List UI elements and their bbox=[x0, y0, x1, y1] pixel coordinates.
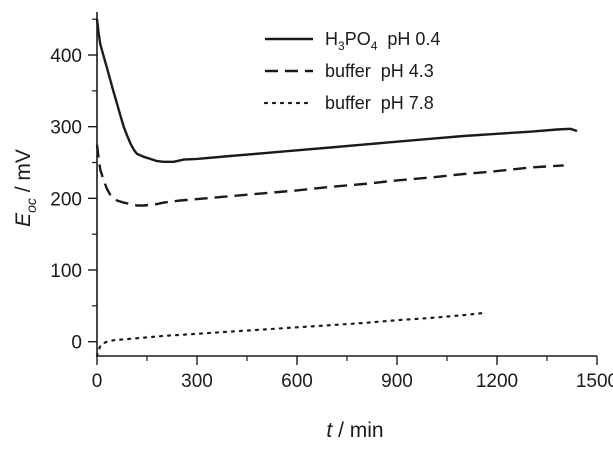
legend-label-1: H3PO4 pH 0.4 bbox=[325, 29, 440, 53]
legend: H3PO4 pH 0.4 buffer pH 4.3 buffer pH 7.8 bbox=[263, 29, 440, 113]
x-axis-label: t / min bbox=[326, 419, 383, 442]
y-axis-unit: / mV bbox=[12, 149, 35, 198]
y-tick-label: 200 bbox=[50, 189, 82, 210]
x-tick-label: 1200 bbox=[476, 371, 518, 392]
x-axis-unit: / min bbox=[332, 419, 383, 442]
plot-series bbox=[95, 19, 578, 358]
axes-layer: 0 300 600 900 1200 1500 0 100 200 300 400 bbox=[50, 12, 613, 392]
legend-label-part: PO bbox=[345, 29, 371, 49]
x-tick-label: 0 bbox=[92, 371, 103, 392]
y-tick-label: 100 bbox=[50, 261, 82, 282]
legend-label-part: 3 bbox=[338, 39, 345, 53]
legend-label-part: buffer pH 7.8 bbox=[325, 93, 434, 113]
series-line-3 bbox=[95, 311, 485, 358]
x-tick-label: 300 bbox=[181, 371, 213, 392]
series-line-1 bbox=[95, 19, 578, 164]
legend-label-2: buffer pH 4.3 bbox=[325, 61, 434, 81]
y-axis-label: Eoc / mV bbox=[12, 149, 39, 227]
legend-label-3: buffer pH 7.8 bbox=[325, 93, 434, 113]
legend-label-part: H bbox=[325, 29, 338, 49]
y-tick-label: 300 bbox=[50, 118, 82, 139]
x-axis-symbol: t bbox=[326, 419, 333, 442]
y-tick-label: 400 bbox=[50, 46, 82, 67]
x-tick-label: 600 bbox=[281, 371, 313, 392]
legend-label-part: 4 bbox=[371, 39, 378, 53]
y-axis-symbol: E bbox=[12, 212, 35, 227]
y-axis-subscript: oc bbox=[23, 198, 39, 213]
x-tick-label: 1500 bbox=[576, 371, 613, 392]
series-line-2 bbox=[95, 144, 564, 207]
x-tick-label: 900 bbox=[381, 371, 413, 392]
legend-label-part: pH 0.4 bbox=[377, 29, 440, 49]
y-tick-label: 0 bbox=[71, 333, 82, 354]
legend-label-part: buffer pH 4.3 bbox=[325, 61, 434, 81]
